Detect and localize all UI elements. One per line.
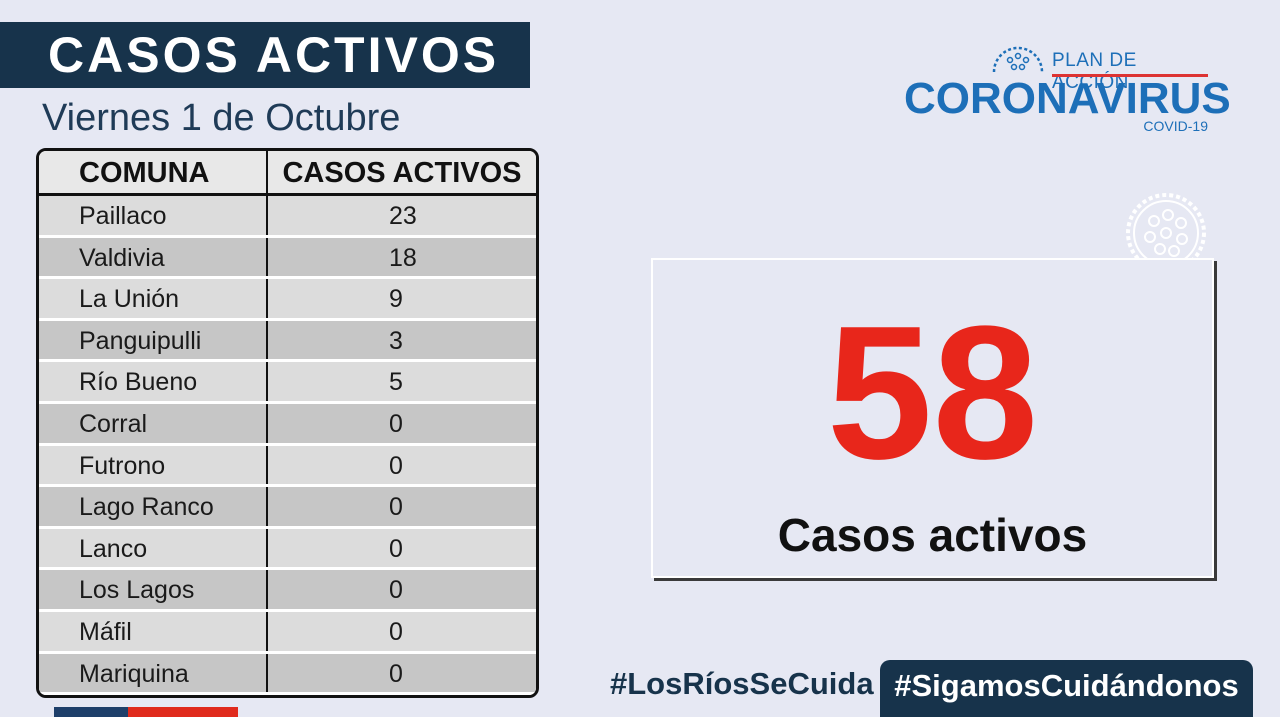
cell-comuna: Máfil	[39, 611, 268, 651]
virus-decoration-icon	[1126, 193, 1206, 265]
cell-casos: 0	[389, 493, 403, 522]
total-cases-number: 58	[826, 287, 1039, 499]
cell-comuna: Paillaco	[39, 196, 268, 235]
logo-divider	[1052, 74, 1208, 77]
date-subtitle: Viernes 1 de Octubre	[42, 97, 401, 139]
table-header: COMUNA CASOS ACTIVOS	[39, 151, 536, 196]
table-row: La Unión 9	[39, 279, 536, 321]
table-row: Los Lagos 0	[39, 570, 536, 612]
cases-table: COMUNA CASOS ACTIVOS Paillaco 23 Valdivi…	[36, 148, 539, 698]
cell-casos: 0	[389, 409, 403, 438]
logo-coronavirus-text: CORONAVIRUS	[904, 74, 1231, 123]
cell-comuna: Río Bueno	[39, 362, 268, 401]
cell-casos: 18	[389, 243, 417, 272]
cell-comuna: Los Lagos	[39, 570, 268, 609]
table-row: Paillaco 23	[39, 196, 536, 238]
cell-casos: 23	[389, 202, 417, 230]
cell-comuna: La Unión	[39, 279, 268, 318]
table-row: Mariquina 0	[39, 653, 536, 695]
virus-icon	[992, 46, 1044, 73]
table-row: Lago Ranco 0	[39, 487, 536, 529]
cell-comuna: Valdivia	[39, 237, 268, 277]
cell-comuna: Panguipulli	[39, 320, 268, 360]
cell-comuna: Mariquina	[39, 653, 268, 693]
table-row: Corral 0	[39, 403, 536, 446]
cell-comuna: Futrono	[39, 445, 268, 485]
table-row: Valdivia 18	[39, 237, 536, 280]
total-cases-label: Casos activos	[777, 509, 1088, 561]
logo-covid-text: COVID-19	[1143, 118, 1208, 134]
cell-casos: 3	[389, 326, 403, 355]
flag-stripe-blue	[54, 707, 128, 717]
cell-casos: 0	[389, 451, 403, 480]
title-banner: CASOS ACTIVOS	[0, 22, 530, 88]
cell-comuna: Lanco	[39, 528, 268, 568]
hashtag-sigamos: #SigamosCuidándonos	[880, 660, 1253, 717]
cell-casos: 5	[389, 368, 403, 397]
cell-casos: 9	[389, 285, 403, 314]
coronavirus-logo: PLAN DE ACCIÓN CORONAVIRUS COVID-19	[900, 38, 1231, 138]
table-row: Río Bueno 5	[39, 362, 536, 404]
table-row: Lanco 0	[39, 528, 536, 571]
table-row: Futrono 0	[39, 445, 536, 488]
page-title: CASOS ACTIVOS	[48, 27, 500, 83]
table-row: Máfil 0	[39, 611, 536, 654]
cell-comuna: Corral	[39, 403, 268, 443]
hashtag-los-rios: #LosRíosSeCuida	[610, 666, 874, 701]
cell-comuna: Lago Ranco	[39, 487, 268, 526]
cell-casos: 0	[389, 534, 403, 563]
cell-casos: 0	[389, 659, 403, 688]
table-row: Panguipulli 3	[39, 320, 536, 363]
cell-casos: 0	[389, 576, 403, 605]
flag-stripe-red	[128, 707, 238, 717]
cell-casos: 0	[389, 617, 403, 646]
column-header-casos: CASOS ACTIVOS	[282, 157, 522, 189]
total-cases-box: 58 Casos activos	[651, 258, 1214, 578]
logo-plan-text: PLAN DE ACCIÓN	[1052, 50, 1137, 93]
column-header-comuna: COMUNA	[39, 151, 268, 193]
